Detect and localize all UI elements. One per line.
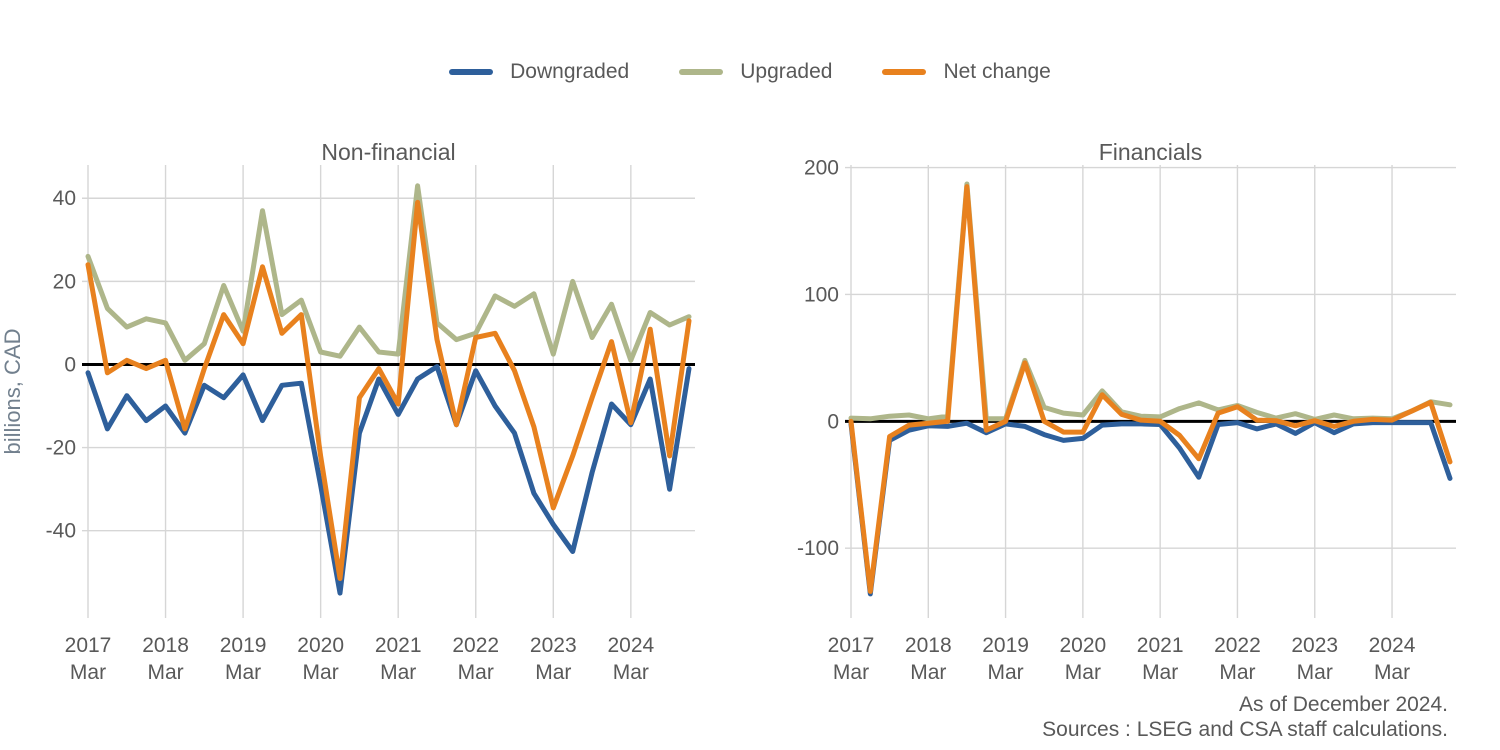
downgraded-line [848,420,1453,597]
x-tick-month: Mar [147,661,183,684]
x-tick-year: 2023 [530,634,577,657]
x-tick-month: Mar [70,661,106,684]
y-tick-label: 20 [53,270,76,293]
x-tick-year: 2020 [297,634,344,657]
x-tick-year: 2021 [1137,634,1184,657]
x-tick-year: 2018 [142,634,189,657]
as-of-line: As of December 2024. [1239,693,1448,716]
x-tick-year: 2017 [828,634,875,657]
y-tick-label: 200 [804,157,839,180]
chart-title: Non-financial [321,139,455,165]
x-tick-month: Mar [380,661,416,684]
net-change-line-swatch [882,69,927,75]
y-tick-label: 0 [827,410,839,433]
x-tick-month: Mar [225,661,261,684]
x-tick-month: Mar [1297,661,1333,684]
y-axis-label: billions, CAD [0,329,25,455]
upgraded-line [848,181,1453,422]
x-tick-year: 2023 [1291,634,1338,657]
upgraded-line [85,183,692,363]
y-tick-label: -20 [46,437,76,460]
legend-label: Upgraded [740,60,833,83]
x-tick-year: 2019 [982,634,1029,657]
x-tick-month: Mar [458,661,494,684]
y-tick-label: 100 [804,283,839,306]
Financials-plot: 200 100 0 -100 Financials 2017 Mar 2018 Mar 2019 M… [797,139,1456,684]
x-tick-year: 2018 [905,634,952,657]
x-tick-year: 2019 [220,634,267,657]
x-tick-month: Mar [613,661,649,684]
x-tick-year: 2024 [607,634,654,657]
x-tick-month: Mar [910,661,946,684]
financials-chart: 200 100 0 -100 Financials 2017 Mar 2018 Mar 2019 M… [750,130,1500,690]
x-tick-month: Mar [833,661,869,684]
x-tick-month: Mar [1142,661,1178,684]
legend-item-upgraded: Upgraded [679,60,832,84]
x-tick-month: Mar [1374,661,1410,684]
y-tick-label: 0 [64,353,76,376]
Non-financial-plot: 40 20 0 -20 -40 Non-financial 2017 Mar 2018 Mar 20… [0,139,695,684]
upgraded-line-swatch [679,69,724,75]
legend-item-net-change: Net change [882,60,1051,84]
sources-line: Sources : LSEG and CSA staff calculation… [1042,718,1448,741]
x-tick-year: 2024 [1369,634,1416,657]
chart-title: Financials [1099,139,1203,165]
downgraded-line-swatch [449,69,494,75]
x-tick-year: 2017 [65,634,112,657]
legend-item-downgraded: Downgraded [449,60,629,84]
x-tick-month: Mar [1219,661,1255,684]
legend-label: Downgraded [510,60,630,83]
y-tick-label: -40 [46,520,76,543]
legend: Downgraded Upgraded Net change [0,60,1500,84]
y-tick-label: -100 [797,537,839,560]
net-change-line [85,199,692,581]
x-tick-month: Mar [987,661,1023,684]
y-tick-label: 40 [53,187,76,210]
x-tick-year: 2022 [1214,634,1261,657]
x-tick-year: 2021 [375,634,422,657]
legend-label: Net change [943,60,1051,83]
x-tick-month: Mar [535,661,571,684]
x-tick-month: Mar [303,661,339,684]
net-change-line [848,184,1453,594]
non-financial-chart: 40 20 0 -20 -40 Non-financial 2017 Mar 2018 Mar 20… [0,130,750,690]
x-tick-month: Mar [1065,661,1101,684]
x-tick-year: 2020 [1060,634,1107,657]
source-note: As of December 2024. Sources : LSEG and … [1042,692,1448,742]
x-tick-year: 2022 [452,634,499,657]
